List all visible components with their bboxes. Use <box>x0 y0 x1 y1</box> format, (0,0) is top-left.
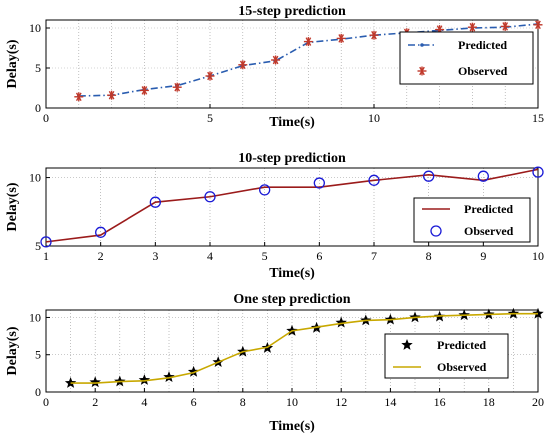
data-point <box>149 196 161 208</box>
chart-panel-3: 0 2 4 6 8 10 12 14 16 18 20 0 5 10 One step prediction… <box>5 292 544 434</box>
data-point <box>303 37 313 47</box>
x-tick-label: 2 <box>98 249 104 263</box>
data-point <box>204 191 216 203</box>
y-axis-label: Delay(s) <box>5 39 20 88</box>
x-tick-label: 3 <box>152 249 158 263</box>
data-point <box>533 20 543 30</box>
legend-swatch-marker <box>417 66 427 76</box>
data-point <box>74 92 84 102</box>
data-point <box>40 236 52 248</box>
data-point <box>313 177 325 189</box>
legend: Predicted Observed <box>413 197 531 243</box>
x-tick-label: 18 <box>483 395 495 409</box>
y-tick-label: 10 <box>29 310 41 324</box>
y-tick-label: 5 <box>35 348 41 362</box>
x-tick-label: 6 <box>191 395 197 409</box>
series-line <box>45 168 539 243</box>
legend-box <box>384 333 509 379</box>
x-axis-label: Time(s) <box>269 115 315 130</box>
legend-label: Predicted <box>437 338 486 352</box>
x-tick-label: 0 <box>43 111 49 125</box>
legend-label: Predicted <box>464 202 513 216</box>
x-tick-label: 12 <box>335 395 347 409</box>
y-tick-label: 10 <box>29 171 41 185</box>
x-tick-label: 14 <box>384 395 396 409</box>
legend-swatch-marker <box>401 339 413 350</box>
data-point <box>500 21 510 31</box>
y-axis-label: Delay(s) <box>5 326 20 375</box>
y-tick-label: 5 <box>35 239 41 253</box>
series-observed <box>40 166 544 248</box>
data-point <box>238 60 248 70</box>
legend: Predicted Observed <box>384 333 509 379</box>
x-tick-label: 10 <box>368 111 380 125</box>
data-point <box>335 316 347 328</box>
data-point <box>467 22 477 32</box>
x-axis-label: Time(s) <box>269 266 315 281</box>
data-point <box>336 33 346 43</box>
chart-title: 10-step prediction <box>238 151 346 166</box>
legend-label: Observed <box>464 224 514 238</box>
x-tick-label: 0 <box>43 395 49 409</box>
x-tick-label: 5 <box>207 111 213 125</box>
x-tick-label: 10 <box>532 249 544 263</box>
chart-title: One step prediction <box>233 292 350 307</box>
data-point <box>271 55 281 65</box>
legend-swatch-marker <box>420 43 424 47</box>
chart-title: 15-step prediction <box>238 4 346 19</box>
data-point <box>259 184 271 196</box>
data-point <box>477 170 489 182</box>
data-point <box>369 30 379 40</box>
y-axis-label: Delay(s) <box>5 182 20 231</box>
x-tick-label: 4 <box>141 395 147 409</box>
y-tick-label: 10 <box>29 21 41 35</box>
data-point <box>107 90 117 100</box>
data-point <box>423 170 435 182</box>
y-tick-label: 5 <box>35 61 41 75</box>
plot-frame <box>45 19 539 109</box>
data-point <box>205 71 215 81</box>
series-observed <box>70 312 538 384</box>
legend-label: Observed <box>458 64 508 78</box>
x-tick-label: 10 <box>286 395 298 409</box>
legend-label: Predicted <box>458 38 507 52</box>
plot-frame <box>45 167 539 247</box>
x-tick-label: 6 <box>316 249 322 263</box>
x-tick-label: 7 <box>371 249 377 263</box>
data-point <box>95 226 107 238</box>
data-point <box>163 371 175 382</box>
x-tick-label: 15 <box>532 111 544 125</box>
x-tick-label: 16 <box>434 395 446 409</box>
data-point <box>139 85 149 95</box>
legend-swatch-marker <box>430 225 442 237</box>
chart-panel-1: 0 5 10 15 0 5 10 15-step prediction Time(s) Delay… <box>5 4 544 130</box>
x-tick-label: 20 <box>532 395 544 409</box>
data-point <box>89 376 101 388</box>
legend: Predicted Observed <box>399 31 534 85</box>
x-tick-label: 2 <box>92 395 98 409</box>
x-tick-label: 5 <box>262 249 268 263</box>
x-tick-label: 8 <box>426 249 432 263</box>
x-axis-label: Time(s) <box>269 419 315 434</box>
series-line <box>70 312 538 384</box>
series-observed <box>74 20 543 102</box>
data-point <box>172 82 182 92</box>
data-point <box>187 365 200 377</box>
y-tick-label: 0 <box>35 101 41 115</box>
series-predicted <box>45 168 539 243</box>
x-tick-label: 8 <box>240 395 246 409</box>
data-point <box>138 374 151 385</box>
x-tick-label: 9 <box>480 249 486 263</box>
legend-label: Observed <box>437 360 487 374</box>
chart-panel-2: 1 2 3 4 5 6 7 8 9 10 5 10 10-step prediction Time(s) D… <box>5 151 544 281</box>
data-point <box>532 166 544 178</box>
y-tick-label: 0 <box>35 385 41 399</box>
x-tick-label: 1 <box>43 249 49 263</box>
x-tick-label: 4 <box>207 249 213 263</box>
data-point <box>368 174 380 186</box>
